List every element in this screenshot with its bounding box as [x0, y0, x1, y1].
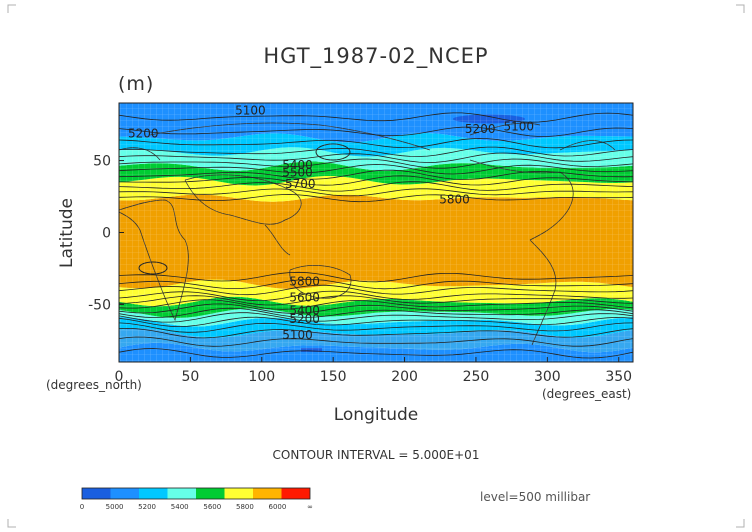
- colorbar-tick-label: ∞: [307, 503, 313, 511]
- x-axis: 0 50 100 150 200 250 300 350: [115, 357, 632, 385]
- contour-line: [119, 126, 633, 137]
- grid-overlay: [119, 103, 633, 362]
- contour-line: [119, 181, 633, 192]
- x-tick-label: 200: [391, 369, 418, 385]
- colorbar-segment: [167, 488, 196, 499]
- contour-line: [119, 278, 633, 290]
- contour-line: [119, 112, 633, 123]
- contour-label: 5200: [289, 312, 320, 326]
- x-unit-label: (degrees_east): [542, 387, 631, 401]
- x-tick-label: 100: [248, 369, 275, 385]
- y-tick-label: 0: [102, 226, 111, 242]
- contour-label: 5600: [289, 291, 320, 305]
- x-tick-label: 300: [534, 369, 561, 385]
- colorbar-tick-label: 5800: [236, 503, 254, 511]
- colorbar-tick-label: 5600: [203, 503, 221, 511]
- contour-line: [119, 284, 633, 296]
- contour-line: [119, 158, 633, 169]
- contour-line: [119, 169, 633, 181]
- contour-label: 5400: [289, 304, 320, 318]
- colorbar-segment: [253, 488, 282, 499]
- y-unit-label: (degrees_north): [46, 378, 142, 392]
- contour-label: 5100: [235, 104, 266, 118]
- contour-line: [119, 290, 633, 302]
- x-tick-label: 50: [181, 369, 199, 385]
- colorbar-tick-label: 0: [80, 503, 84, 511]
- contour-label: 5800: [289, 275, 320, 289]
- contour-line: [119, 188, 633, 197]
- colorbar-segment: [82, 488, 111, 499]
- contour-label: 5100: [504, 119, 535, 133]
- contour-label: 5800: [439, 193, 470, 207]
- contour-line: [119, 152, 633, 163]
- colorbar-frame: [81, 487, 311, 500]
- colorbar-tick-label: 6000: [268, 503, 286, 511]
- contour-label: 5100: [282, 328, 313, 342]
- x-tick-label: 0: [115, 369, 124, 385]
- contour-label: 5400: [282, 158, 313, 172]
- contour-line: [119, 322, 633, 333]
- chart-title: HGT_1987-02_NCEP: [263, 44, 488, 69]
- contour-lines: [119, 112, 633, 359]
- y-axis: 50 0 -50: [88, 154, 124, 313]
- colorbar-tick-label: 5000: [106, 503, 124, 511]
- contour-line: [119, 303, 633, 314]
- contour-line: [119, 307, 633, 319]
- contour-label: 5700: [285, 177, 316, 191]
- contour-interval-text: CONTOUR INTERVAL = 5.000E+01: [273, 448, 480, 462]
- colorbar-segment: [281, 488, 310, 499]
- contour-line: [119, 175, 633, 186]
- y-tick-label: -50: [88, 297, 111, 313]
- units-label: (m): [118, 73, 154, 95]
- contour-line: [119, 271, 633, 283]
- colorbar-segment: [224, 488, 253, 499]
- x-tick-label: 250: [463, 369, 490, 385]
- contour-line: [119, 146, 633, 157]
- level-text: level=500 millibar: [480, 490, 590, 504]
- contour-line: [119, 316, 633, 328]
- contour-label: 5500: [282, 165, 313, 179]
- contour-line: [119, 137, 633, 149]
- colorbar-segment: [196, 488, 225, 499]
- contour-line: [119, 348, 633, 359]
- contour-line: [119, 164, 633, 175]
- contour-label: 5200: [128, 127, 159, 141]
- x-axis-label: Longitude: [334, 405, 419, 425]
- crop-marks: [7, 4, 745, 528]
- x-tick-label: 150: [320, 369, 347, 385]
- contour-line: [119, 312, 633, 323]
- contour-line: [119, 295, 633, 306]
- colorbar-tick-label: 5200: [138, 503, 156, 511]
- colorbar-tick-label: 5400: [171, 503, 189, 511]
- y-axis-label: Latitude: [57, 198, 77, 268]
- contour-label: 5200: [465, 122, 496, 136]
- contour-line: [119, 194, 633, 203]
- contour-line: [119, 336, 633, 347]
- colorbar: 0 5000 5200 5400 5600 5800 6000 ∞: [80, 487, 313, 511]
- colorbar-segment: [110, 488, 139, 499]
- y-tick-label: 50: [93, 154, 111, 170]
- colorbar-segment: [139, 488, 168, 499]
- x-tick-label: 350: [605, 369, 632, 385]
- contour-line: [119, 299, 633, 310]
- contour-line: [119, 327, 633, 339]
